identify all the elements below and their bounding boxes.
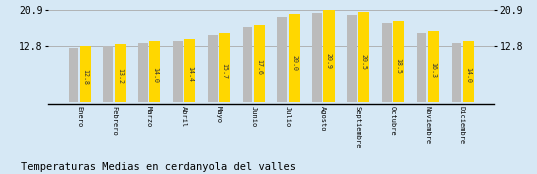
Bar [452, 43, 461, 102]
Text: 18.5: 18.5 [396, 58, 402, 74]
Bar [382, 23, 391, 102]
Text: 13.2: 13.2 [117, 68, 123, 84]
Text: 14.0: 14.0 [152, 66, 158, 82]
Bar [323, 10, 335, 102]
Bar [417, 33, 426, 102]
Bar [208, 35, 217, 102]
Bar [278, 17, 287, 102]
Bar [149, 41, 161, 102]
Text: 14.4: 14.4 [187, 66, 193, 82]
Text: 20.9: 20.9 [326, 53, 332, 69]
Bar [138, 43, 148, 102]
Text: 20.0: 20.0 [291, 55, 297, 71]
Bar [463, 41, 474, 102]
Text: 14.0: 14.0 [465, 66, 471, 82]
Text: 20.5: 20.5 [361, 54, 367, 70]
Bar [347, 15, 357, 102]
Bar [243, 27, 252, 102]
Bar [254, 25, 265, 102]
Text: 15.7: 15.7 [222, 63, 228, 79]
Text: Temperaturas Medias en cerdanyola del valles: Temperaturas Medias en cerdanyola del va… [21, 162, 296, 172]
Bar [114, 44, 126, 102]
Bar [79, 46, 91, 102]
Text: 16.3: 16.3 [430, 62, 437, 78]
Bar [428, 31, 439, 102]
Bar [104, 46, 113, 102]
Bar [312, 13, 322, 102]
Bar [219, 33, 230, 102]
Bar [173, 41, 183, 102]
Bar [69, 48, 78, 102]
Text: 17.6: 17.6 [256, 60, 263, 76]
Bar [358, 12, 369, 102]
Text: 12.8: 12.8 [82, 69, 88, 85]
Bar [393, 21, 404, 102]
Bar [288, 14, 300, 102]
Bar [184, 39, 195, 102]
